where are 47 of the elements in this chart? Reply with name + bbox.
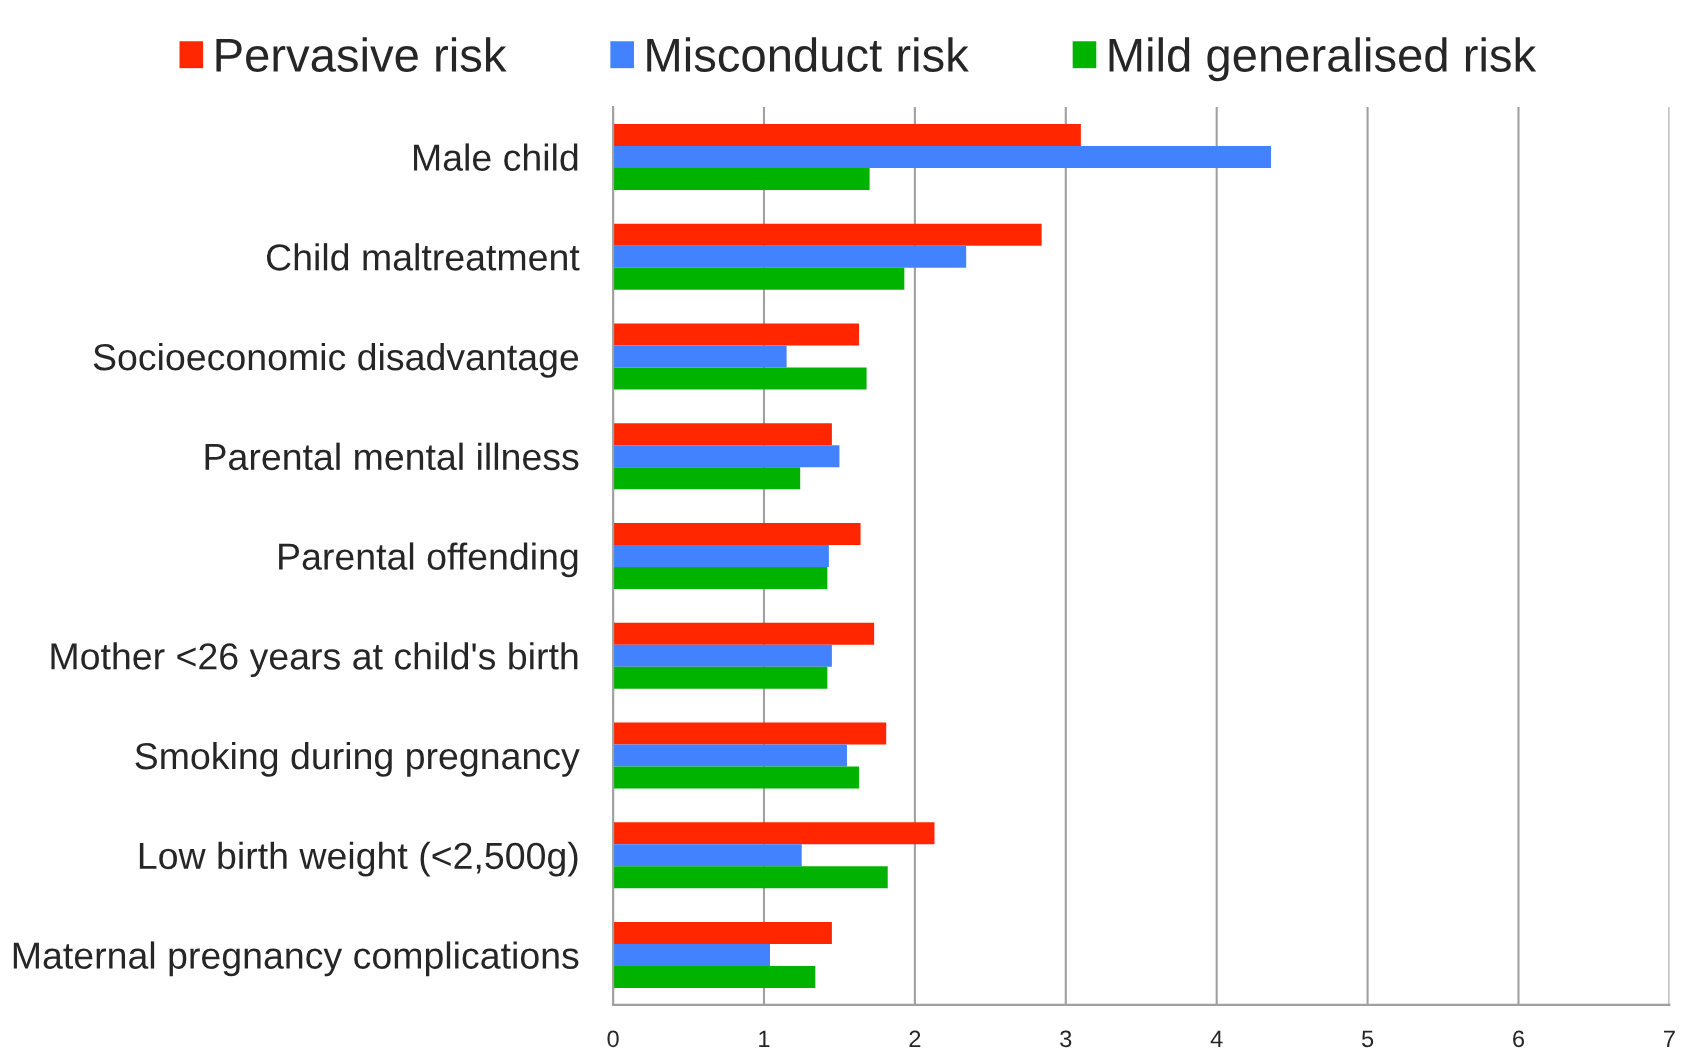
bar [613,545,829,567]
bar [613,323,860,346]
bar [613,766,860,789]
bar [613,822,935,845]
bar [613,467,801,490]
bar [613,267,905,290]
y-tick-label: Smoking during pregnancy [135,741,580,777]
bar [613,566,828,589]
legend-label: Mild generalised risk [1109,37,1537,82]
x-tick-label: 5 [1361,1030,1374,1048]
y-tick-label: Mother <26 years at child's birth [51,642,578,678]
bar [613,922,832,944]
y-tick-label: Socioeconomic disadvantage [93,342,579,378]
bar [613,245,967,268]
legend-label: Misconduct risk [647,37,969,72]
x-tick-label: 7 [1664,1030,1675,1047]
bar [613,146,1272,168]
bar [613,666,828,689]
x-tick-label: 1 [759,1030,770,1047]
bar [613,644,832,667]
legend-label: Pervasive risk [216,37,507,72]
x-tick-label: 6 [1513,1030,1525,1048]
x-tick-label: 0 [607,1030,619,1048]
bar [613,944,771,966]
bar [613,423,832,446]
bar [613,124,1081,146]
y-tick-label: Parental offending [279,542,578,578]
bar [613,345,787,368]
bar [613,866,888,889]
bar [613,844,802,867]
bar [613,523,861,545]
y-tick-label: Child maltreatment [266,243,580,271]
bar [613,744,847,767]
bar [613,445,840,468]
bar [613,965,816,988]
x-tick-label: 3 [1060,1030,1072,1048]
x-tick-label: 2 [909,1030,921,1047]
y-tick-label: Low birth weight (<2,500g) [139,841,578,877]
bar [613,167,870,190]
bar [613,722,887,745]
bar [613,622,875,645]
y-tick-label: Parental mental illness [205,442,579,471]
x-tick-label: 4 [1210,1030,1223,1047]
y-tick-label: Maternal pregnancy complications [13,941,579,977]
y-tick-label: Male child [414,143,578,171]
bar [613,223,1042,246]
bar [613,367,867,390]
